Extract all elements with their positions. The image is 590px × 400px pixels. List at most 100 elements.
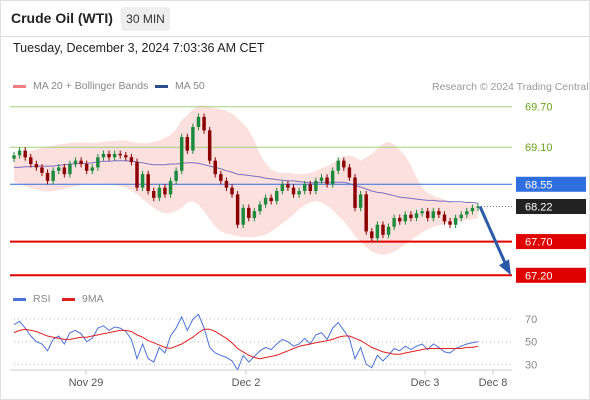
last-price-label: 68.22 — [525, 202, 553, 214]
bollinger-swatch-icon — [13, 84, 26, 88]
rsi-tick-label: 30 — [525, 359, 537, 371]
candle-body — [196, 116, 201, 127]
candle-body — [185, 137, 190, 151]
legend-bollinger-label: MA 20 + Bollinger Bands — [33, 80, 149, 92]
candle-body — [442, 214, 447, 222]
legend-9ma-label: 9MA — [82, 293, 104, 305]
candle-body — [325, 177, 329, 185]
legend-rsi: RSI — [13, 293, 51, 305]
candle-body — [291, 187, 296, 195]
candle-body — [17, 150, 22, 156]
candle-body — [56, 167, 61, 171]
candle-body — [224, 180, 229, 188]
legend-rsi-label: RSI — [33, 293, 51, 305]
candle-body — [12, 155, 16, 159]
candle-body — [68, 164, 72, 175]
candle-body — [51, 170, 55, 181]
support-level-tag — [516, 234, 586, 250]
candle-body — [247, 207, 251, 218]
x-tick-label: Nov 29 — [69, 377, 104, 389]
candle-body — [235, 194, 240, 225]
support-level-label: 67.20 — [525, 270, 553, 282]
candle-body — [403, 214, 408, 222]
candle-body — [112, 153, 117, 158]
candle-body — [448, 221, 452, 225]
candle-body — [73, 160, 78, 165]
candle-body — [330, 170, 335, 185]
candle-body — [314, 180, 318, 192]
legend-9ma: 9MA — [62, 293, 104, 305]
candle-body — [213, 160, 217, 175]
legend-bollinger: MA 20 + Bollinger Bands — [13, 80, 148, 92]
candle-body — [101, 153, 106, 158]
candle-body — [45, 172, 50, 181]
candle-body — [398, 217, 402, 222]
candle-body — [79, 160, 83, 165]
rsi-tick-label: 70 — [525, 314, 537, 326]
candle-body — [124, 155, 128, 158]
candle-body — [230, 187, 234, 195]
candle-body — [269, 197, 273, 202]
candle-body — [409, 214, 413, 218]
pivot-level-tag — [516, 176, 586, 192]
candle-body — [84, 164, 89, 171]
pivot-level-label: 68.55 — [525, 179, 553, 191]
support-level-label: 67.70 — [525, 237, 553, 249]
candle-body — [364, 194, 368, 232]
candle-body — [336, 160, 340, 171]
header-divider — [0, 36, 590, 37]
bollinger-band-area — [14, 105, 478, 256]
candle-body — [431, 211, 436, 218]
ma9-swatch-icon — [62, 297, 75, 301]
ma9-line — [13, 328, 479, 360]
candle-body — [476, 206, 480, 208]
candle-body — [425, 211, 430, 218]
candle-body — [319, 177, 324, 181]
support-level-tag — [516, 267, 586, 283]
candle-body — [252, 211, 257, 218]
candle-body — [437, 211, 441, 215]
candle-body — [470, 207, 475, 212]
candle-body — [358, 194, 363, 208]
legend-ma50-label: MA 50 — [175, 80, 205, 92]
candle-body — [420, 211, 424, 214]
candle-body — [34, 164, 39, 168]
candle-body — [168, 180, 173, 195]
analysis-datetime: Tuesday, December 3, 2024 7:03:36 AM CET — [13, 41, 265, 55]
candle-body — [286, 184, 290, 188]
candle-body — [90, 167, 94, 171]
candle-body — [465, 211, 469, 215]
candle-body — [23, 150, 27, 158]
candle-body — [241, 207, 245, 225]
candle-body — [179, 137, 184, 171]
candle-body — [174, 170, 178, 181]
ma50-line — [14, 160, 479, 204]
candle-body — [370, 231, 374, 239]
forecast-arrow-head — [499, 259, 511, 276]
candle-body — [297, 191, 301, 195]
candle-body — [202, 116, 206, 131]
candle-body — [386, 226, 391, 235]
candle-body — [191, 126, 195, 151]
candle-body — [107, 153, 111, 158]
candle-body — [219, 174, 223, 181]
candle-body — [146, 174, 150, 192]
target-level-label: 69.10 — [525, 142, 553, 154]
candle-body — [207, 130, 212, 161]
timeframe-badge[interactable]: 30 MIN — [121, 7, 170, 31]
last-price-tag — [516, 199, 586, 215]
candle-body — [453, 217, 458, 225]
legend-ma50: MA 50 — [155, 80, 205, 92]
x-tick-label: Dec 3 — [411, 377, 440, 389]
candle-body — [392, 217, 396, 227]
candle-body — [62, 167, 67, 175]
candle-body — [152, 191, 156, 198]
candle-body — [163, 187, 167, 195]
rsi-swatch-icon — [13, 297, 26, 301]
ma50-swatch-icon — [155, 84, 168, 88]
candle-body — [118, 153, 122, 156]
candle-body — [308, 184, 313, 192]
candle-body — [342, 160, 346, 168]
candle-body — [129, 157, 134, 163]
